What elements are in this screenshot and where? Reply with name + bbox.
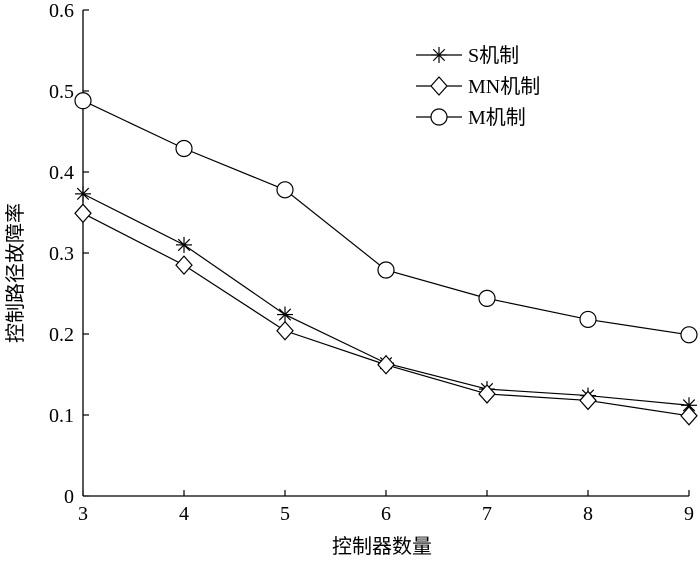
x-tick-label: 8 [583, 503, 593, 525]
data-point-diamond [579, 390, 597, 411]
asterisk-stroke [278, 308, 292, 321]
series-diamond [74, 203, 698, 426]
x-tick-label: 9 [684, 503, 694, 525]
data-point-circle [175, 139, 193, 158]
axes: 3 4 5 6 7 8 9 0 0.1 0.2 0.3 0.4 0.5 0.6 [49, 0, 694, 525]
legend-label: MN机制 [468, 75, 540, 98]
x-tick-label: 4 [179, 503, 189, 525]
data-point-diamond [478, 384, 496, 404]
y-tick-label: 0.5 [49, 81, 74, 103]
asterisk-stroke [177, 238, 191, 252]
x-axis-title: 控制器数量 [332, 534, 432, 558]
y-tick-label: 0.6 [49, 0, 74, 22]
data-point-circle [74, 92, 92, 110]
legend-item: M机制 [416, 106, 526, 129]
legend-item: S机制 [416, 44, 519, 67]
legend-marker-circle [430, 108, 448, 126]
data-point-diamond [175, 255, 193, 276]
legend-label: M机制 [468, 106, 526, 129]
asterisk-stroke [682, 399, 696, 412]
series-layer [74, 92, 698, 426]
series-asterisk [75, 185, 697, 414]
data-point-asterisk [176, 236, 192, 253]
data-point-diamond [680, 405, 698, 426]
x-tick-label: 3 [78, 503, 88, 525]
y-tick-label: 0.1 [49, 405, 74, 427]
asterisk-stroke [76, 187, 90, 201]
series-circle [74, 92, 698, 344]
data-point-asterisk [75, 185, 91, 202]
data-point-diamond [276, 320, 294, 341]
legend-marker-diamond [430, 76, 448, 96]
x-tick-label: 6 [381, 503, 391, 525]
y-tick-label: 0 [64, 486, 74, 508]
legend-label: S机制 [468, 44, 519, 67]
data-point-circle [377, 261, 395, 279]
legend-item: MN机制 [416, 75, 540, 98]
y-tick-label: 0.3 [49, 243, 74, 265]
series-line [82, 100, 690, 336]
data-point-circle [680, 326, 698, 344]
data-point-circle [579, 310, 597, 329]
asterisk-stroke [432, 48, 446, 62]
legend: S机制 MN机制 M机制 [416, 44, 540, 129]
y-axis-title: 控制路径故障率 [3, 203, 27, 343]
data-point-diamond [377, 354, 395, 375]
x-tick-label: 7 [482, 503, 492, 525]
x-tick-label: 5 [280, 503, 290, 525]
series-line [82, 212, 690, 417]
y-tick-label: 0.4 [49, 162, 74, 184]
data-point-asterisk [277, 306, 293, 323]
data-point-circle [478, 289, 496, 307]
y-tick-label: 0.2 [49, 324, 74, 346]
data-point-circle [276, 181, 294, 199]
data-point-diamond [74, 203, 92, 224]
legend-marker-asterisk [431, 47, 447, 63]
